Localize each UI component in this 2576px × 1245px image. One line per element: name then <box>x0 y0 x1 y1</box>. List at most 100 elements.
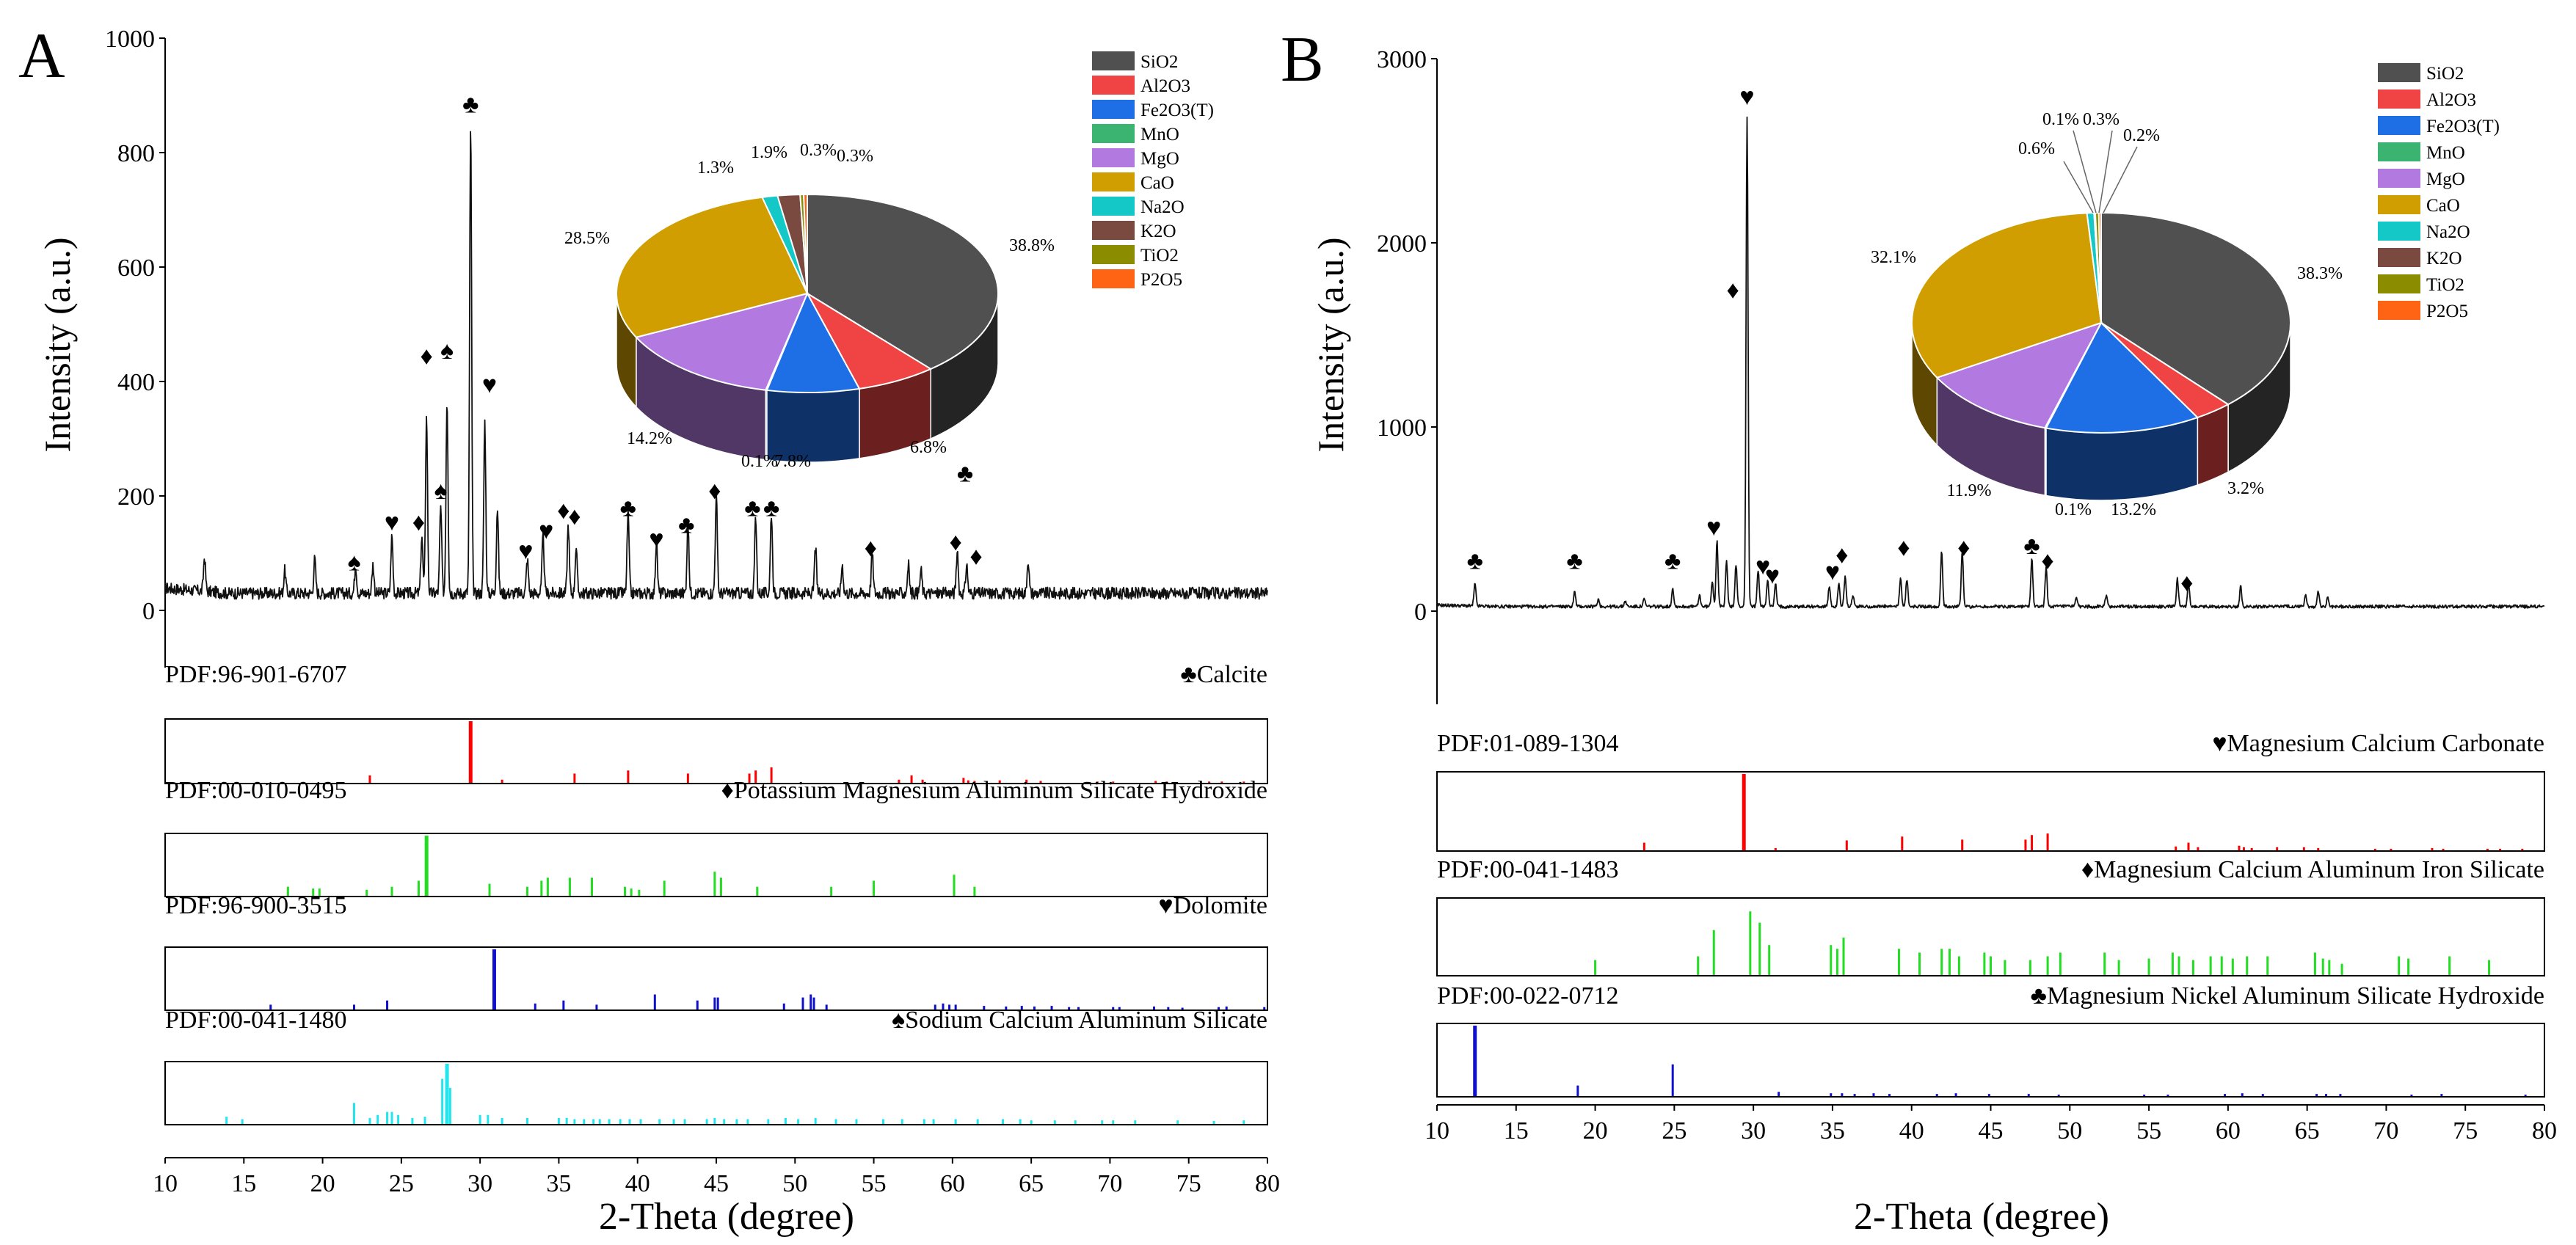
panel-b-y-tick-label: 3000 <box>1377 46 1427 73</box>
panel-a-peak-marker-diamond-icon: ♦ <box>708 478 721 505</box>
panel-b-peak-marker-club-icon: ♣ <box>2023 533 2040 560</box>
panel-b-xrd-pattern-line <box>1436 116 2545 609</box>
panel-a-ref-2-pdf-label: PDF:96-900-3515 <box>165 892 346 919</box>
panel-b-x-tick-label: 70 <box>2373 1117 2398 1144</box>
panel-b-legend-swatch-sio2 <box>2378 63 2420 82</box>
panel-b-ref-2-phase-label: ♣Magnesium Nickel Aluminum Silicate Hydr… <box>2031 982 2544 1009</box>
panel-b-legend-swatch-mgo <box>2378 169 2420 188</box>
panel-b-ref-2-pdf-label: PDF:00-022-0712 <box>1437 982 1618 1009</box>
panel-a-legend-label-p2o5: P2O5 <box>1140 270 1182 290</box>
panel-b-x-tick-label: 65 <box>2295 1117 2320 1144</box>
panel-a-pie-slice-p2o5 <box>803 193 808 294</box>
panel-b-pie-label-al2o3: 3.2% <box>2227 479 2264 498</box>
panel-a-peak-marker-spade-icon: ♠ <box>347 549 360 576</box>
panel-a-y-tick-label: 600 <box>117 255 155 282</box>
panel-a-pie-side-fe2o3t <box>766 388 860 463</box>
panel-b-ref-2-box <box>1436 1023 2545 1098</box>
panel-a-ref-0-box <box>164 718 1268 784</box>
panel-a-peak-marker-heart-icon: ♥ <box>539 518 553 545</box>
panel-a-peak-marker-diamond-icon: ♦ <box>865 535 877 562</box>
panel-a-pie-label-cao: 28.5% <box>564 229 610 248</box>
panel-b-pie-slice-mgo <box>1935 321 2103 429</box>
panel-a-ref-3-phase-label: ♠Sodium Calcium Aluminum Silicate <box>892 1007 1267 1034</box>
panel-a-x-tick-label: 10 <box>153 1170 178 1197</box>
panel-a-x-axis-title: 2-Theta (degree) <box>599 1196 854 1238</box>
panel-a-ref-2-phase-label: ♥Dolomite <box>1158 892 1267 919</box>
panel-b-pie-slice-fe2o3t <box>2045 321 2200 434</box>
panel-b-legend-swatch-cao <box>2378 195 2420 214</box>
panel-b-x-tick-label: 35 <box>1820 1117 1845 1144</box>
panel-a-legend-swatch-p2o5 <box>1092 269 1135 288</box>
panel-b-y-axis-title: Intensity (a.u.) <box>1310 238 1351 453</box>
panel-a-y-tick-label: 1000 <box>105 26 155 53</box>
panel-b-pie-leader-line <box>2073 130 2097 213</box>
panel-b-pie-label-fe2o3t: 13.2% <box>2111 500 2156 519</box>
panel-a-ref-0-phase-label: ♣Calcite <box>1180 661 1267 688</box>
panel-a-legend-label-cao: CaO <box>1140 173 1174 193</box>
panel-b-legend-swatch-tio2 <box>2378 274 2420 293</box>
panel-a-peak-marker-heart-icon: ♥ <box>518 538 533 565</box>
panel-b-pie-slice-p2o5 <box>2097 211 2102 324</box>
panel-a-peak-marker-club-icon: ♣ <box>744 494 760 522</box>
panel-a-pie-label-mno: 0.1% <box>741 452 778 471</box>
panel-b-x-tick-label: 45 <box>1979 1117 2004 1144</box>
panel-a-legend-label-sio2: SiO2 <box>1140 52 1178 72</box>
panel-b-pie-label-tio2: 0.3% <box>2083 110 2120 129</box>
panel-b-ref-1-phase-label: ♦Magnesium Calcium Aluminum Iron Silicat… <box>2081 856 2544 883</box>
panel-a-pie-label-sio2: 38.8% <box>1009 236 1055 255</box>
panel-b-pie-label-mgo: 11.9% <box>1946 481 1991 500</box>
panel-a-ref-3-box <box>164 1061 1268 1125</box>
panel-b-legend-label-al2o3: Al2O3 <box>2426 90 2476 110</box>
panel-b-pie-label-mno: 0.1% <box>2055 500 2092 519</box>
panel-b-legend-label-tio2: TiO2 <box>2426 275 2464 295</box>
panel-b-legend-label-mno: MnO <box>2426 143 2465 163</box>
panel-a-x-tick-label: 70 <box>1097 1170 1122 1197</box>
panel-b-legend-label-mgo: MgO <box>2426 169 2465 189</box>
panel-a-peak-marker-diamond-icon: ♦ <box>949 529 961 556</box>
panel-a-legend-swatch-mgo <box>1092 148 1135 167</box>
panel-b-legend-label-k2o: K2O <box>2426 249 2462 269</box>
panel-a-peak-marker-heart-icon: ♥ <box>385 509 399 536</box>
panel-b-x-tick-label: 60 <box>2216 1117 2241 1144</box>
panel-a-pie-label-fe2o3t: 7.8% <box>774 452 811 471</box>
panel-a-x-tick-label: 50 <box>782 1170 807 1197</box>
panel-b-pie-label-cao: 32.1% <box>1871 248 1916 267</box>
panel-b-ref-0-box <box>1436 771 2545 852</box>
panel-b-legend-label-sio2: SiO2 <box>2426 64 2464 84</box>
panel-a-x-tick-label: 75 <box>1176 1170 1201 1197</box>
panel-b-legend-swatch-al2o3 <box>2378 90 2420 109</box>
panel-a-x-tick-label: 40 <box>625 1170 650 1197</box>
panel-b-legend-label-fe2o3t: Fe2O3(T) <box>2426 117 2500 136</box>
panel-a-legend-swatch-sio2 <box>1092 51 1135 70</box>
panel-a-pie-slice-sio2 <box>807 193 999 370</box>
panel-a-pie-label-p2o5: 0.3% <box>837 147 873 166</box>
panel-a-legend-swatch-k2o <box>1092 221 1135 240</box>
panel-a-pie-label-al2o3: 6.8% <box>910 438 947 457</box>
panel-a-x-tick-label: 45 <box>704 1170 729 1197</box>
panel-b-pie-leader-line <box>2098 130 2113 213</box>
panel-a-peak-marker-diamond-icon: ♦ <box>969 544 982 571</box>
panel-b-legend-swatch-k2o <box>2378 248 2420 267</box>
panel-b-pie-label-sio2: 38.3% <box>2297 264 2343 283</box>
panel-b-pie-label-na2o: 0.6% <box>2018 139 2055 158</box>
panel-b-ref-1-box <box>1436 897 2545 976</box>
panel-a-legend-label-tio2: TiO2 <box>1140 246 1179 266</box>
panel-b-legend-label-p2o5: P2O5 <box>2426 302 2468 321</box>
panel-b-x-tick-label: 30 <box>1741 1117 1766 1144</box>
panel-a-peak-marker-club-icon: ♣ <box>620 494 636 522</box>
panel-a-pie-label-na2o: 1.3% <box>697 158 734 178</box>
panel-b-ref-0-pdf-label: PDF:01-089-1304 <box>1437 730 1618 757</box>
panel-b-peak-marker-heart-icon: ♥ <box>1765 562 1780 589</box>
panel-a-peak-marker-diamond-icon: ♦ <box>421 343 433 370</box>
panel-a-y-tick-label: 800 <box>117 140 155 167</box>
panel-b-pie-slice-sio2 <box>2100 211 2291 406</box>
panel-b-pie-label-p2o5: 0.2% <box>2123 126 2160 145</box>
panel-a-legend-label-na2o: Na2O <box>1140 197 1185 217</box>
panel-a-x-tick-label: 15 <box>231 1170 256 1197</box>
panel-a-pie-slice-cao <box>616 196 809 338</box>
panel-b-pie-leader-line <box>2063 161 2094 213</box>
panel-b-peak-marker-diamond-icon: ♦ <box>1835 542 1848 569</box>
panel-a-legend-swatch-cao <box>1092 172 1135 191</box>
panel-b-x-tick-label: 25 <box>1662 1117 1687 1144</box>
